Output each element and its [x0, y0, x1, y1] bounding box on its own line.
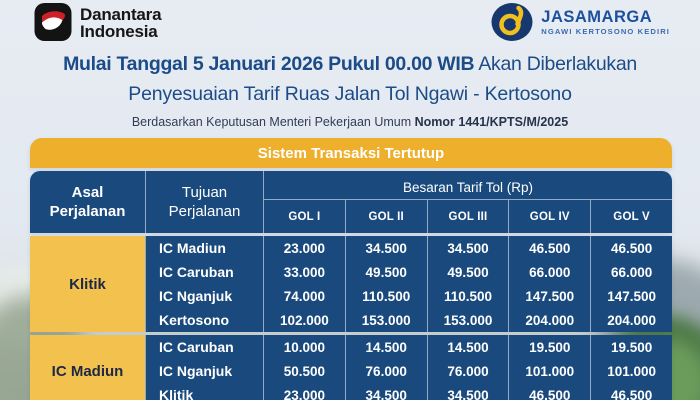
- tariff-value: 46.500: [508, 236, 590, 260]
- tariff-value: 204.000: [508, 308, 590, 332]
- announcement: Mulai Tanggal 5 Januari 2026 Pukul 00.00…: [0, 53, 700, 129]
- tariff-value: 46.500: [508, 383, 590, 400]
- column-header-origin: Asal Perjalanan: [49, 184, 126, 220]
- tariff-value: 14.500: [344, 335, 427, 359]
- tariff-value: 66.000: [508, 260, 590, 284]
- tariff-value: 46.500: [590, 383, 672, 400]
- tariff-value: 110.500: [426, 284, 509, 308]
- tariff-value: 34.500: [344, 236, 427, 260]
- table-row: IC Nganjuk 74.000 110.500 110.500 147.500 147…: [146, 284, 672, 308]
- gol-column-header: GOL II: [344, 200, 427, 233]
- tariff-value: 110.500: [344, 284, 427, 308]
- tariff-value: 204.000: [590, 308, 672, 332]
- gol-column-header: GOL I: [263, 200, 345, 233]
- tariff-value: 49.500: [344, 260, 427, 284]
- column-header-tariff-group: Besaran Tarif Tol (Rp): [263, 171, 672, 200]
- tariff-value: 101.000: [590, 359, 672, 383]
- danantara-logo: Danantara Indonesia: [33, 2, 162, 43]
- announcement-legal-basis: Berdasarkan Keputusan Menteri Pekerjaan …: [0, 115, 700, 129]
- destination-cell: IC Madiun: [159, 240, 226, 256]
- legal-basis-prefix: Berdasarkan Keputusan Menteri Pekerjaan …: [131, 115, 415, 129]
- table-row: IC Nganjuk 50.500 76.000 76.000 101.000 101.0…: [146, 359, 672, 383]
- tariff-value: 10.000: [263, 335, 345, 359]
- tariff-value: 147.500: [508, 284, 590, 308]
- jasamarga-wordmark: JASAMARGA NGAWI KERTOSONO KEDIRI: [541, 8, 670, 36]
- table-body: Klitik IC Madiun 23.000 34.500 34.500 46.500 4…: [30, 236, 672, 400]
- origin-group: Klitik IC Madiun 23.000 34.500 34.500 46.500 4…: [30, 236, 672, 332]
- danantara-wordmark: Danantara Indonesia: [80, 4, 162, 41]
- tariff-value: 76.000: [344, 359, 427, 383]
- column-header-destination: Tujuan Perjalanan: [145, 171, 263, 233]
- gol-column-header: GOL IV: [508, 200, 590, 233]
- origin-cell: IC Madiun: [30, 335, 145, 400]
- table-row: Kertosono 102.000 153.000 153.000 204.000 204…: [146, 308, 672, 332]
- gol-column-header: GOL III: [426, 200, 509, 233]
- tariff-value: 102.000: [263, 308, 345, 332]
- tariff-value: 34.500: [426, 383, 509, 400]
- tariff-value: 76.000: [426, 359, 509, 383]
- tariff-value: 46.500: [590, 236, 672, 260]
- table-row: IC Madiun 23.000 34.500 34.500 46.500 46.500: [146, 236, 672, 260]
- tariff-value: 153.000: [344, 308, 427, 332]
- origin-group-rows: IC Madiun 23.000 34.500 34.500 46.500 46.500 I…: [145, 236, 672, 332]
- origin-cell: Klitik: [30, 236, 145, 332]
- announcement-date: Mulai Tanggal 5 Januari 2026 Pukul 00.00…: [63, 53, 475, 75]
- danantara-line2: Indonesia: [80, 21, 158, 41]
- tariff-value: 153.000: [426, 308, 509, 332]
- destination-cell: IC Nganjuk: [159, 363, 233, 379]
- tariff-value: 23.000: [263, 383, 345, 400]
- table-row: Klitik 23.000 34.500 34.500 46.500 46.500: [146, 383, 672, 400]
- announcement-line2: Penyesuaian Tarif Ruas Jalan Tol Ngawi -…: [128, 83, 572, 105]
- tariff-value: 19.500: [590, 335, 672, 359]
- danantara-logo-icon: [34, 3, 72, 41]
- decree-number: Nomor 1441/KPTS/M/2025: [414, 115, 569, 129]
- jasamarga-subtitle: NGAWI KERTOSONO KEDIRI: [541, 27, 670, 36]
- destination-cell: IC Nganjuk: [159, 288, 233, 304]
- tariff-value: 74.000: [263, 284, 345, 308]
- tariff-value: 19.500: [508, 335, 590, 359]
- table-row: IC Caruban 33.000 49.500 49.500 66.000 66.000: [146, 260, 672, 284]
- tariff-value: 34.500: [426, 236, 509, 260]
- tariff-value: 33.000: [263, 260, 345, 284]
- tariff-value: 101.000: [508, 359, 590, 383]
- table-row: IC Caruban 10.000 14.500 14.500 19.500 19.500: [146, 335, 672, 359]
- origin-group: IC Madiun IC Caruban 10.000 14.500 14.500 19.…: [30, 335, 672, 400]
- tariff-value: 50.500: [263, 359, 345, 383]
- table-header: Asal Perjalanan Tujuan Perjalanan Besara…: [30, 171, 672, 233]
- destination-cell: IC Caruban: [159, 264, 234, 280]
- jasamarga-name: JASAMARGA: [541, 8, 653, 26]
- jasamarga-logo-icon: [491, 3, 533, 41]
- table-banner: Sistem Transaksi Tertutup: [30, 138, 672, 168]
- tariff-value: 147.500: [590, 284, 672, 308]
- tariff-value: 49.500: [426, 260, 509, 284]
- tariff-table: Sistem Transaksi Tertutup Asal Perjalana…: [30, 138, 672, 400]
- destination-cell: IC Caruban: [159, 339, 234, 355]
- gol-column-header: GOL V: [590, 200, 672, 233]
- destination-cell: Klitik: [159, 387, 194, 400]
- announcement-line1: Mulai Tanggal 5 Januari 2026 Pukul 00.00…: [0, 53, 700, 76]
- tariff-value: 14.500: [426, 335, 509, 359]
- tariff-value: 66.000: [590, 260, 672, 284]
- tariff-value: 34.500: [344, 383, 427, 400]
- tariff-value: 23.000: [263, 236, 345, 260]
- announcement-line1-rest: Akan Diberlakukan: [474, 53, 637, 75]
- destination-cell: Kertosono: [159, 312, 229, 328]
- origin-group-rows: IC Caruban 10.000 14.500 14.500 19.500 19.500…: [145, 335, 672, 400]
- jasamarga-logo: JASAMARGA NGAWI KERTOSONO KEDIRI: [490, 2, 670, 42]
- danantara-line1: Danantara: [80, 4, 162, 24]
